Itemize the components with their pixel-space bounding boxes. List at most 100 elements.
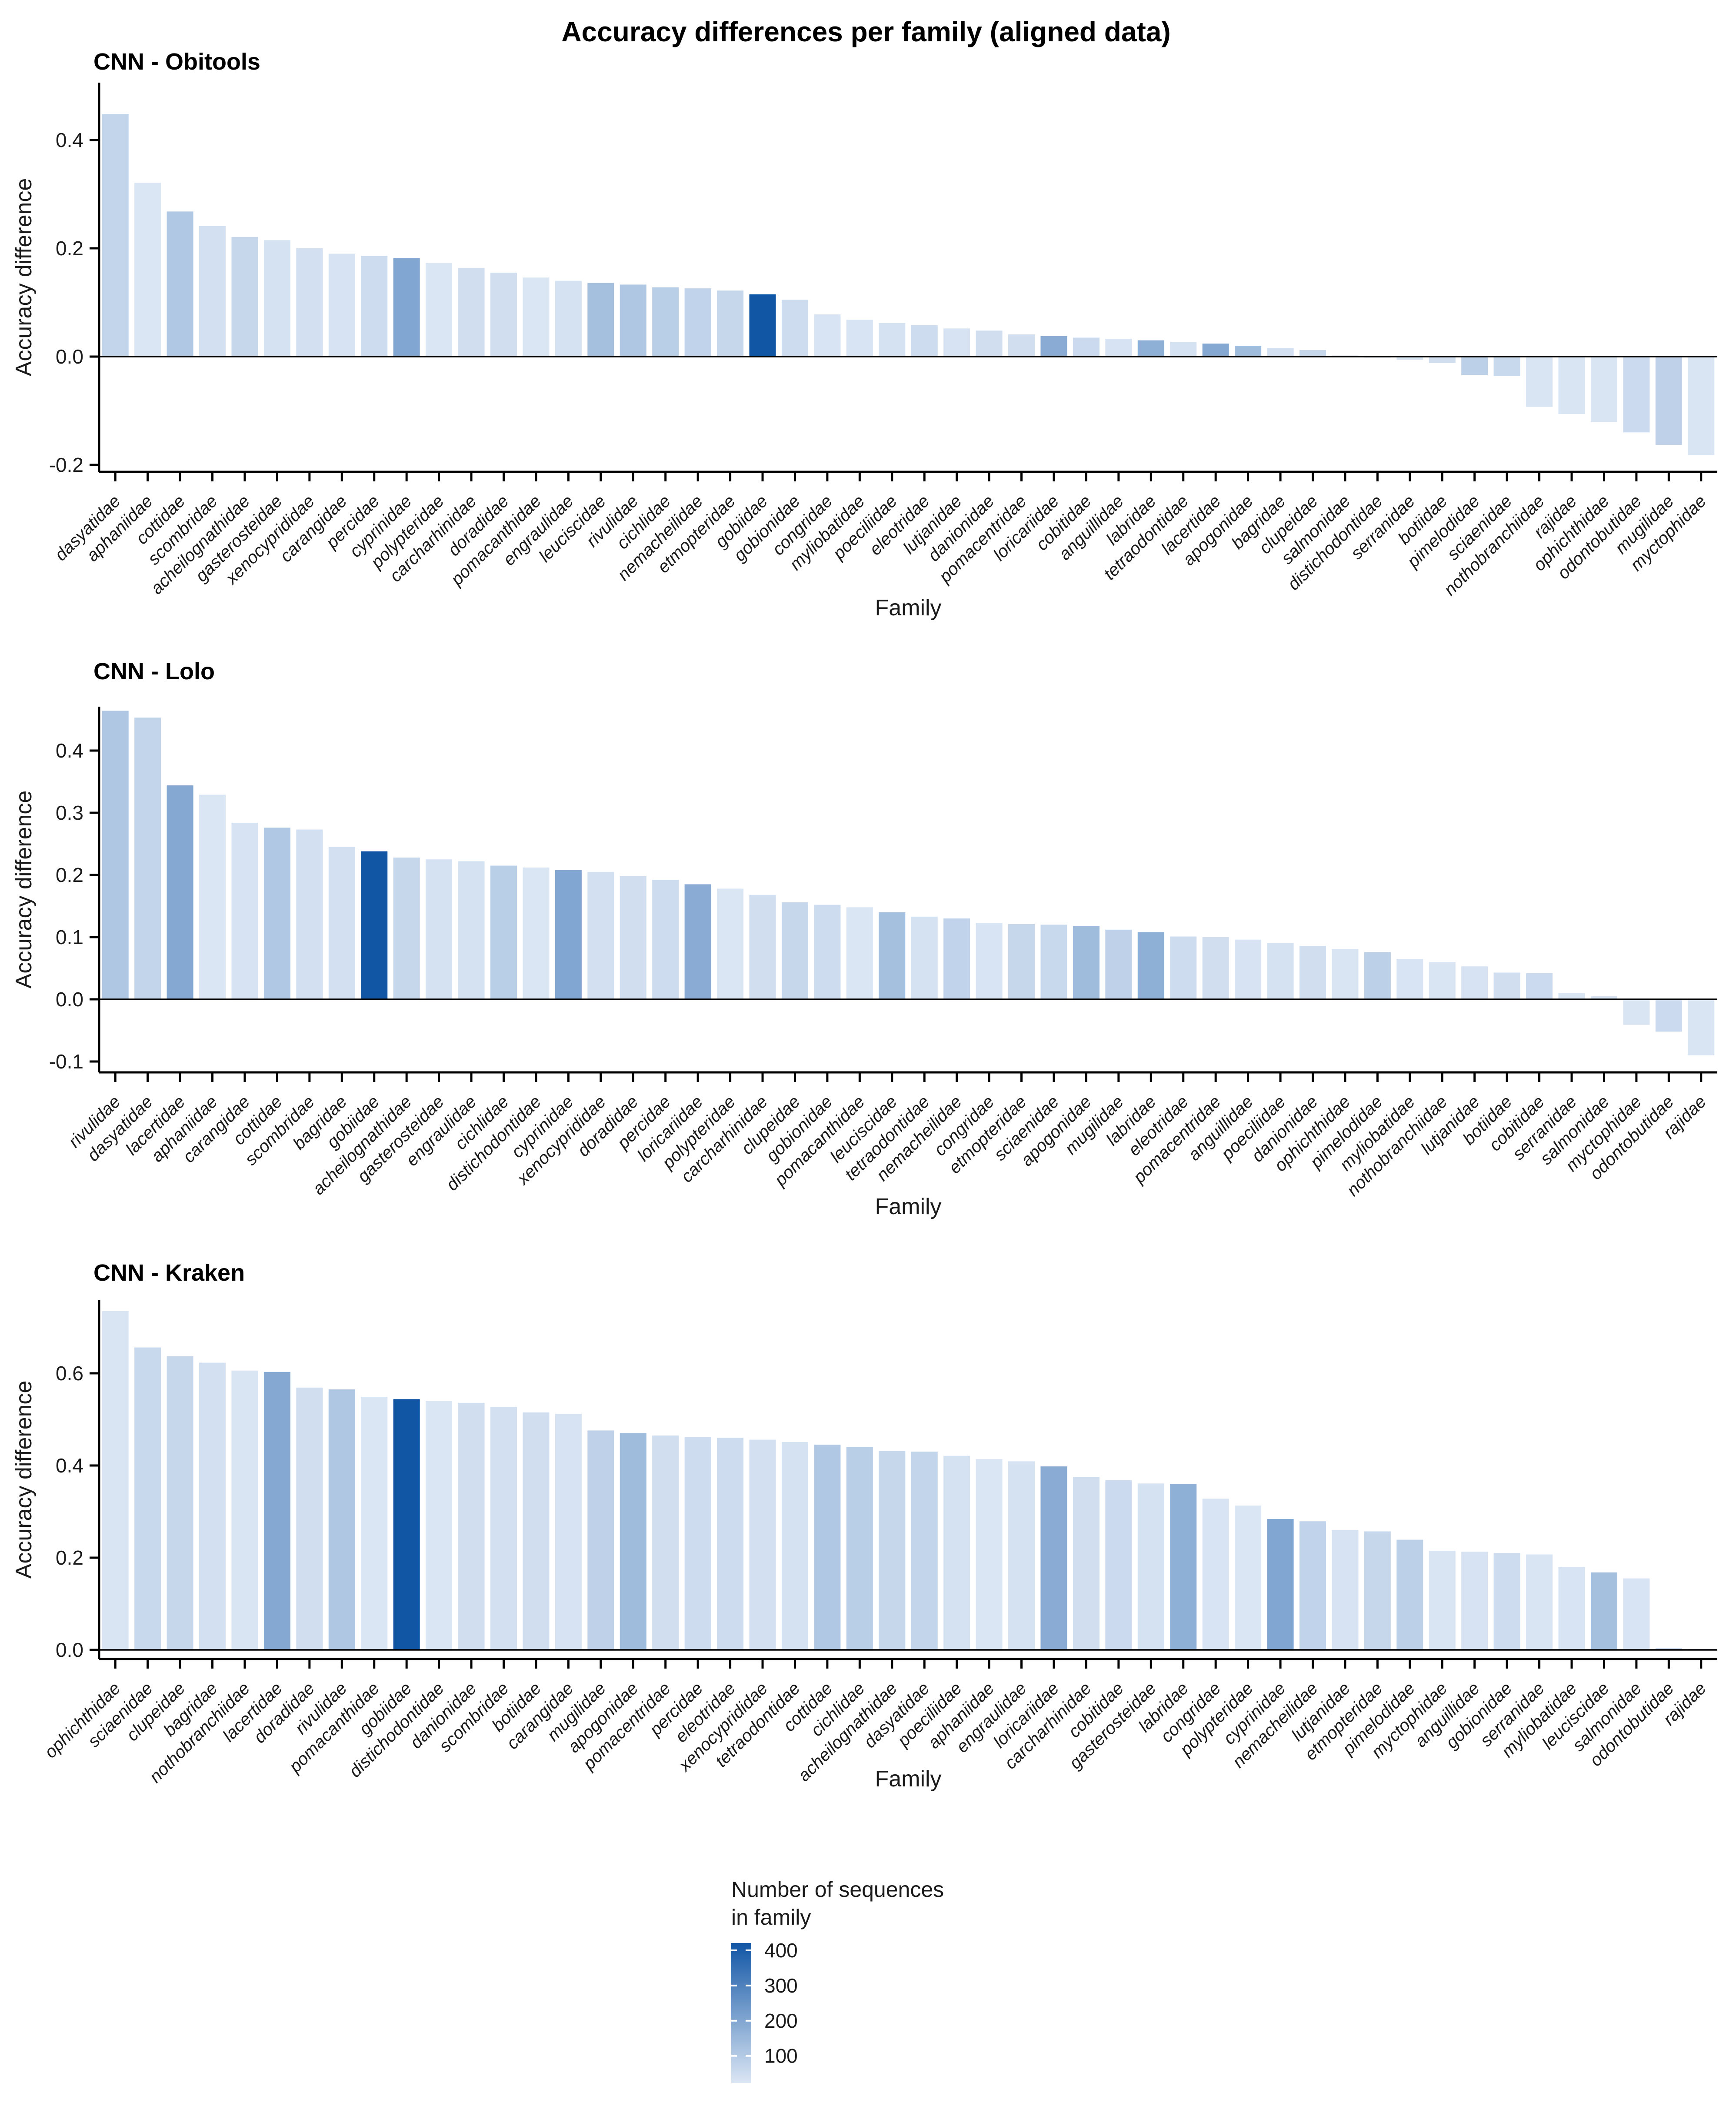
- bar-botiidae: [1429, 357, 1456, 363]
- y-tick-label: -0.1: [49, 1050, 83, 1073]
- y-axis-title: Accuracy difference: [11, 1381, 37, 1579]
- bar-scombridae: [490, 1407, 517, 1650]
- bar-carangidae: [555, 1414, 582, 1650]
- y-tick-label: 0.3: [56, 801, 83, 824]
- bar-poeciliidae: [943, 1455, 970, 1650]
- bar-congridae: [814, 314, 841, 357]
- bar-loricariidae: [684, 884, 711, 999]
- bar-loricariidae: [1040, 336, 1067, 357]
- bar-gobionidae: [1493, 1553, 1520, 1650]
- bar-bagridae: [199, 1362, 226, 1650]
- bar-dasyatidae: [102, 114, 129, 357]
- y-tick-label: 0.1: [56, 926, 83, 948]
- bar-polypteridae: [426, 263, 453, 357]
- bar-clupeidae: [1299, 350, 1326, 357]
- bar-cobitidae: [1526, 973, 1553, 999]
- bar-engraulidae: [555, 280, 582, 357]
- bar-cichlidae: [846, 1447, 873, 1650]
- figure-title: Accuracy differences per family (aligned…: [561, 16, 1170, 47]
- bar-polypteridae: [717, 888, 744, 999]
- bar-ophichthidae: [1590, 357, 1617, 422]
- legend-tick-label: 100: [764, 2045, 798, 2067]
- legend-tick-label: 400: [764, 1939, 798, 1962]
- bar-gobionidae: [814, 905, 841, 999]
- bar-leuciscidae: [1590, 1572, 1617, 1650]
- bar-nemacheilidae: [943, 918, 970, 999]
- bar-ophichthidae: [102, 1311, 129, 1650]
- bar-odontobutidae: [1655, 1648, 1682, 1650]
- bar-carcharhinidae: [749, 895, 776, 999]
- bar-pomacentridae: [652, 1435, 679, 1650]
- bar-serranidae: [1558, 993, 1585, 999]
- bar-tetraodontidae: [911, 916, 938, 999]
- bar-polypteridae: [1235, 1505, 1262, 1650]
- y-tick-label: 0.4: [56, 1454, 83, 1477]
- bar-congridae: [1202, 1499, 1229, 1650]
- y-axis-title: Accuracy difference: [11, 178, 37, 377]
- bar-myliobatidae: [1396, 959, 1423, 999]
- y-tick-label: 0.2: [56, 1546, 83, 1569]
- bar-nothobranchiidae: [1429, 962, 1456, 999]
- bar-dasyatidae: [911, 1452, 938, 1650]
- bar-gobiidae: [361, 851, 388, 999]
- bar-rivulidae: [620, 284, 646, 357]
- x-axis-title: Family: [875, 1766, 941, 1792]
- bar-lutjanidae: [1461, 966, 1488, 999]
- bar-cichlidae: [490, 865, 517, 999]
- bar-labridae: [1170, 1484, 1197, 1650]
- bar-danionidae: [976, 330, 1003, 357]
- bar-cyprinidae: [1267, 1519, 1294, 1650]
- bar-pimelodidae: [1396, 1539, 1423, 1650]
- bar-acheilognathidae: [231, 237, 258, 357]
- bar-etmopteridae: [1364, 1531, 1391, 1650]
- bar-engraulidae: [1008, 1461, 1035, 1650]
- bar-odontobutidae: [1623, 357, 1650, 433]
- bar-rajidae: [1688, 999, 1715, 1055]
- bar-aphaniidae: [134, 183, 161, 357]
- bar-cobitidae: [1073, 337, 1100, 357]
- y-tick-label: 0.2: [56, 237, 83, 260]
- bar-eleotridae: [717, 1438, 744, 1650]
- legend-title-line2: in family: [731, 1905, 811, 1929]
- bar-gasterosteidae: [263, 240, 290, 357]
- bar-nemacheilidae: [1299, 1521, 1326, 1650]
- panel-title: CNN - Kraken: [93, 1260, 245, 1286]
- bar-gobiidae: [393, 1399, 420, 1650]
- legend: Number of sequences in family 400 300 200 100: [731, 1877, 944, 2083]
- bar-apogonidae: [1235, 346, 1262, 357]
- bar-congridae: [976, 923, 1003, 999]
- bar-danionidae: [458, 1402, 485, 1650]
- bar-rajidae: [1558, 357, 1585, 414]
- bar-dasyatidae: [134, 718, 161, 999]
- bar-lacertidae: [263, 1372, 290, 1650]
- bar-lutjanidae: [943, 328, 970, 357]
- bar-eleotridae: [911, 325, 938, 357]
- bar-nothobranchiidae: [1526, 357, 1553, 407]
- bar-acheilognathidae: [393, 857, 420, 999]
- y-tick-label: 0.0: [56, 988, 83, 1011]
- y-axis-title: Accuracy difference: [11, 791, 37, 989]
- bar-bagridae: [1267, 348, 1294, 357]
- bar-acheilognathidae: [879, 1451, 906, 1650]
- y-tick-label: 0.0: [56, 345, 83, 368]
- bar-gobiidae: [749, 294, 776, 357]
- bar-lutjanidae: [1332, 1530, 1359, 1650]
- bar-nothobranchiidae: [231, 1370, 258, 1650]
- x-axis-title: Family: [875, 1194, 941, 1219]
- y-tick-label: -0.2: [49, 454, 83, 476]
- bar-tetraodontidae: [1170, 342, 1197, 357]
- y-tick-label: 0.6: [56, 1362, 83, 1385]
- bar-pomacanthidae: [846, 907, 873, 999]
- bar-labridae: [1137, 340, 1164, 357]
- bar-clupeidae: [781, 902, 808, 999]
- y-tick-label: 0.4: [56, 129, 83, 151]
- legend-tick-label: 200: [764, 2010, 798, 2032]
- bar-leuciscidae: [587, 283, 614, 357]
- legend-title-line1: Number of sequences: [731, 1877, 944, 1902]
- bar-myctophidae: [1429, 1551, 1456, 1650]
- bar-gobionidae: [781, 300, 808, 357]
- bar-sciaenidae: [134, 1347, 161, 1650]
- bar-myliobatidae: [1558, 1567, 1585, 1650]
- bar-aphaniidae: [976, 1459, 1003, 1650]
